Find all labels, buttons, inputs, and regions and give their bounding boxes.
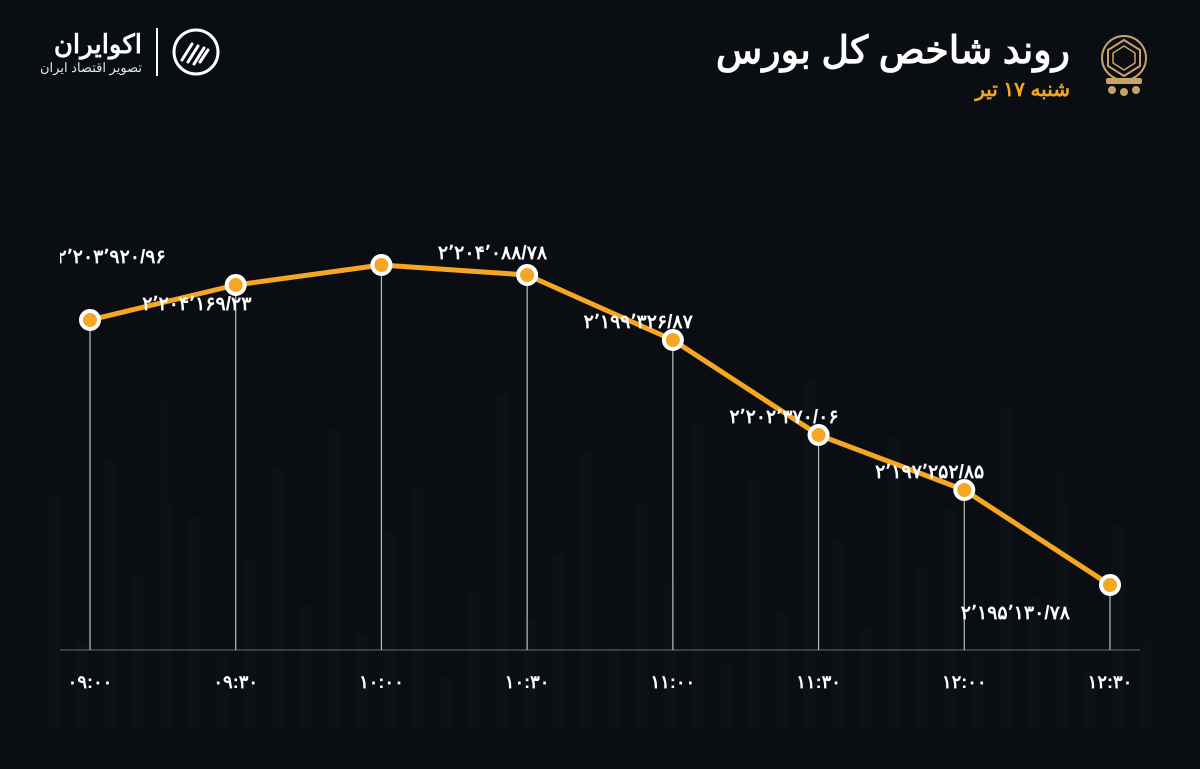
- x-axis-label: ۱۱:۳۰: [796, 672, 841, 692]
- value-label: ۲٬۱۹۷٬۲۵۲/۸۵: [875, 462, 984, 483]
- title-block: روند شاخص کل بورس شنبه ۱۷ تیر: [716, 28, 1160, 102]
- brand-name: اکوایران: [40, 29, 142, 60]
- x-axis-label: ۱۱:۰۰: [651, 672, 696, 692]
- value-label: ۲٬۱۹۹٬۳۲۶/۸۷: [584, 312, 694, 333]
- x-axis-label: ۱۰:۳۰: [505, 672, 550, 692]
- value-label: ۲٬۲۰۲٬۳۷۰/۰۶: [729, 407, 838, 428]
- value-label: ۲٬۲۰۳٬۹۲۰/۹۶: [60, 247, 166, 268]
- value-label: ۲٬۲۰۴٬۱۶۹/۲۳: [142, 294, 252, 315]
- page-title: روند شاخص کل بورس: [716, 28, 1070, 73]
- line-chart: ۲٬۲۰۲٬۶۵۶/۹۶۲٬۲۰۳٬۹۲۰/۹۶۲٬۲۰۴٬۱۶۹/۲۳۲٬۲۰…: [60, 190, 1140, 709]
- value-label: ۲٬۲۰۴٬۰۸۸/۷۸: [438, 243, 548, 264]
- brand-tagline: تصویر اقتصاد ایران: [40, 60, 142, 76]
- brand-separator: [156, 28, 158, 76]
- exchange-emblem-icon: [1088, 28, 1160, 100]
- x-axis-label: ۱۰:۰۰: [359, 672, 404, 692]
- x-axis-label: ۱۲:۳۰: [1088, 672, 1133, 692]
- x-axis-label: ۰۹:۳۰: [213, 672, 258, 692]
- value-label: ۲٬۱۹۵٬۱۳۰/۷۸: [961, 603, 1071, 624]
- x-axis-label: ۱۲:۰۰: [942, 672, 987, 692]
- x-axis-label: ۰۹:۰۰: [68, 672, 113, 692]
- brand-logo-icon: [172, 28, 220, 76]
- date-label: شنبه ۱۷ تیر: [716, 77, 1070, 102]
- brand-block: اکوایران تصویر اقتصاد ایران: [40, 28, 220, 76]
- header: روند شاخص کل بورس شنبه ۱۷ تیر اکوایران ت…: [40, 28, 1160, 102]
